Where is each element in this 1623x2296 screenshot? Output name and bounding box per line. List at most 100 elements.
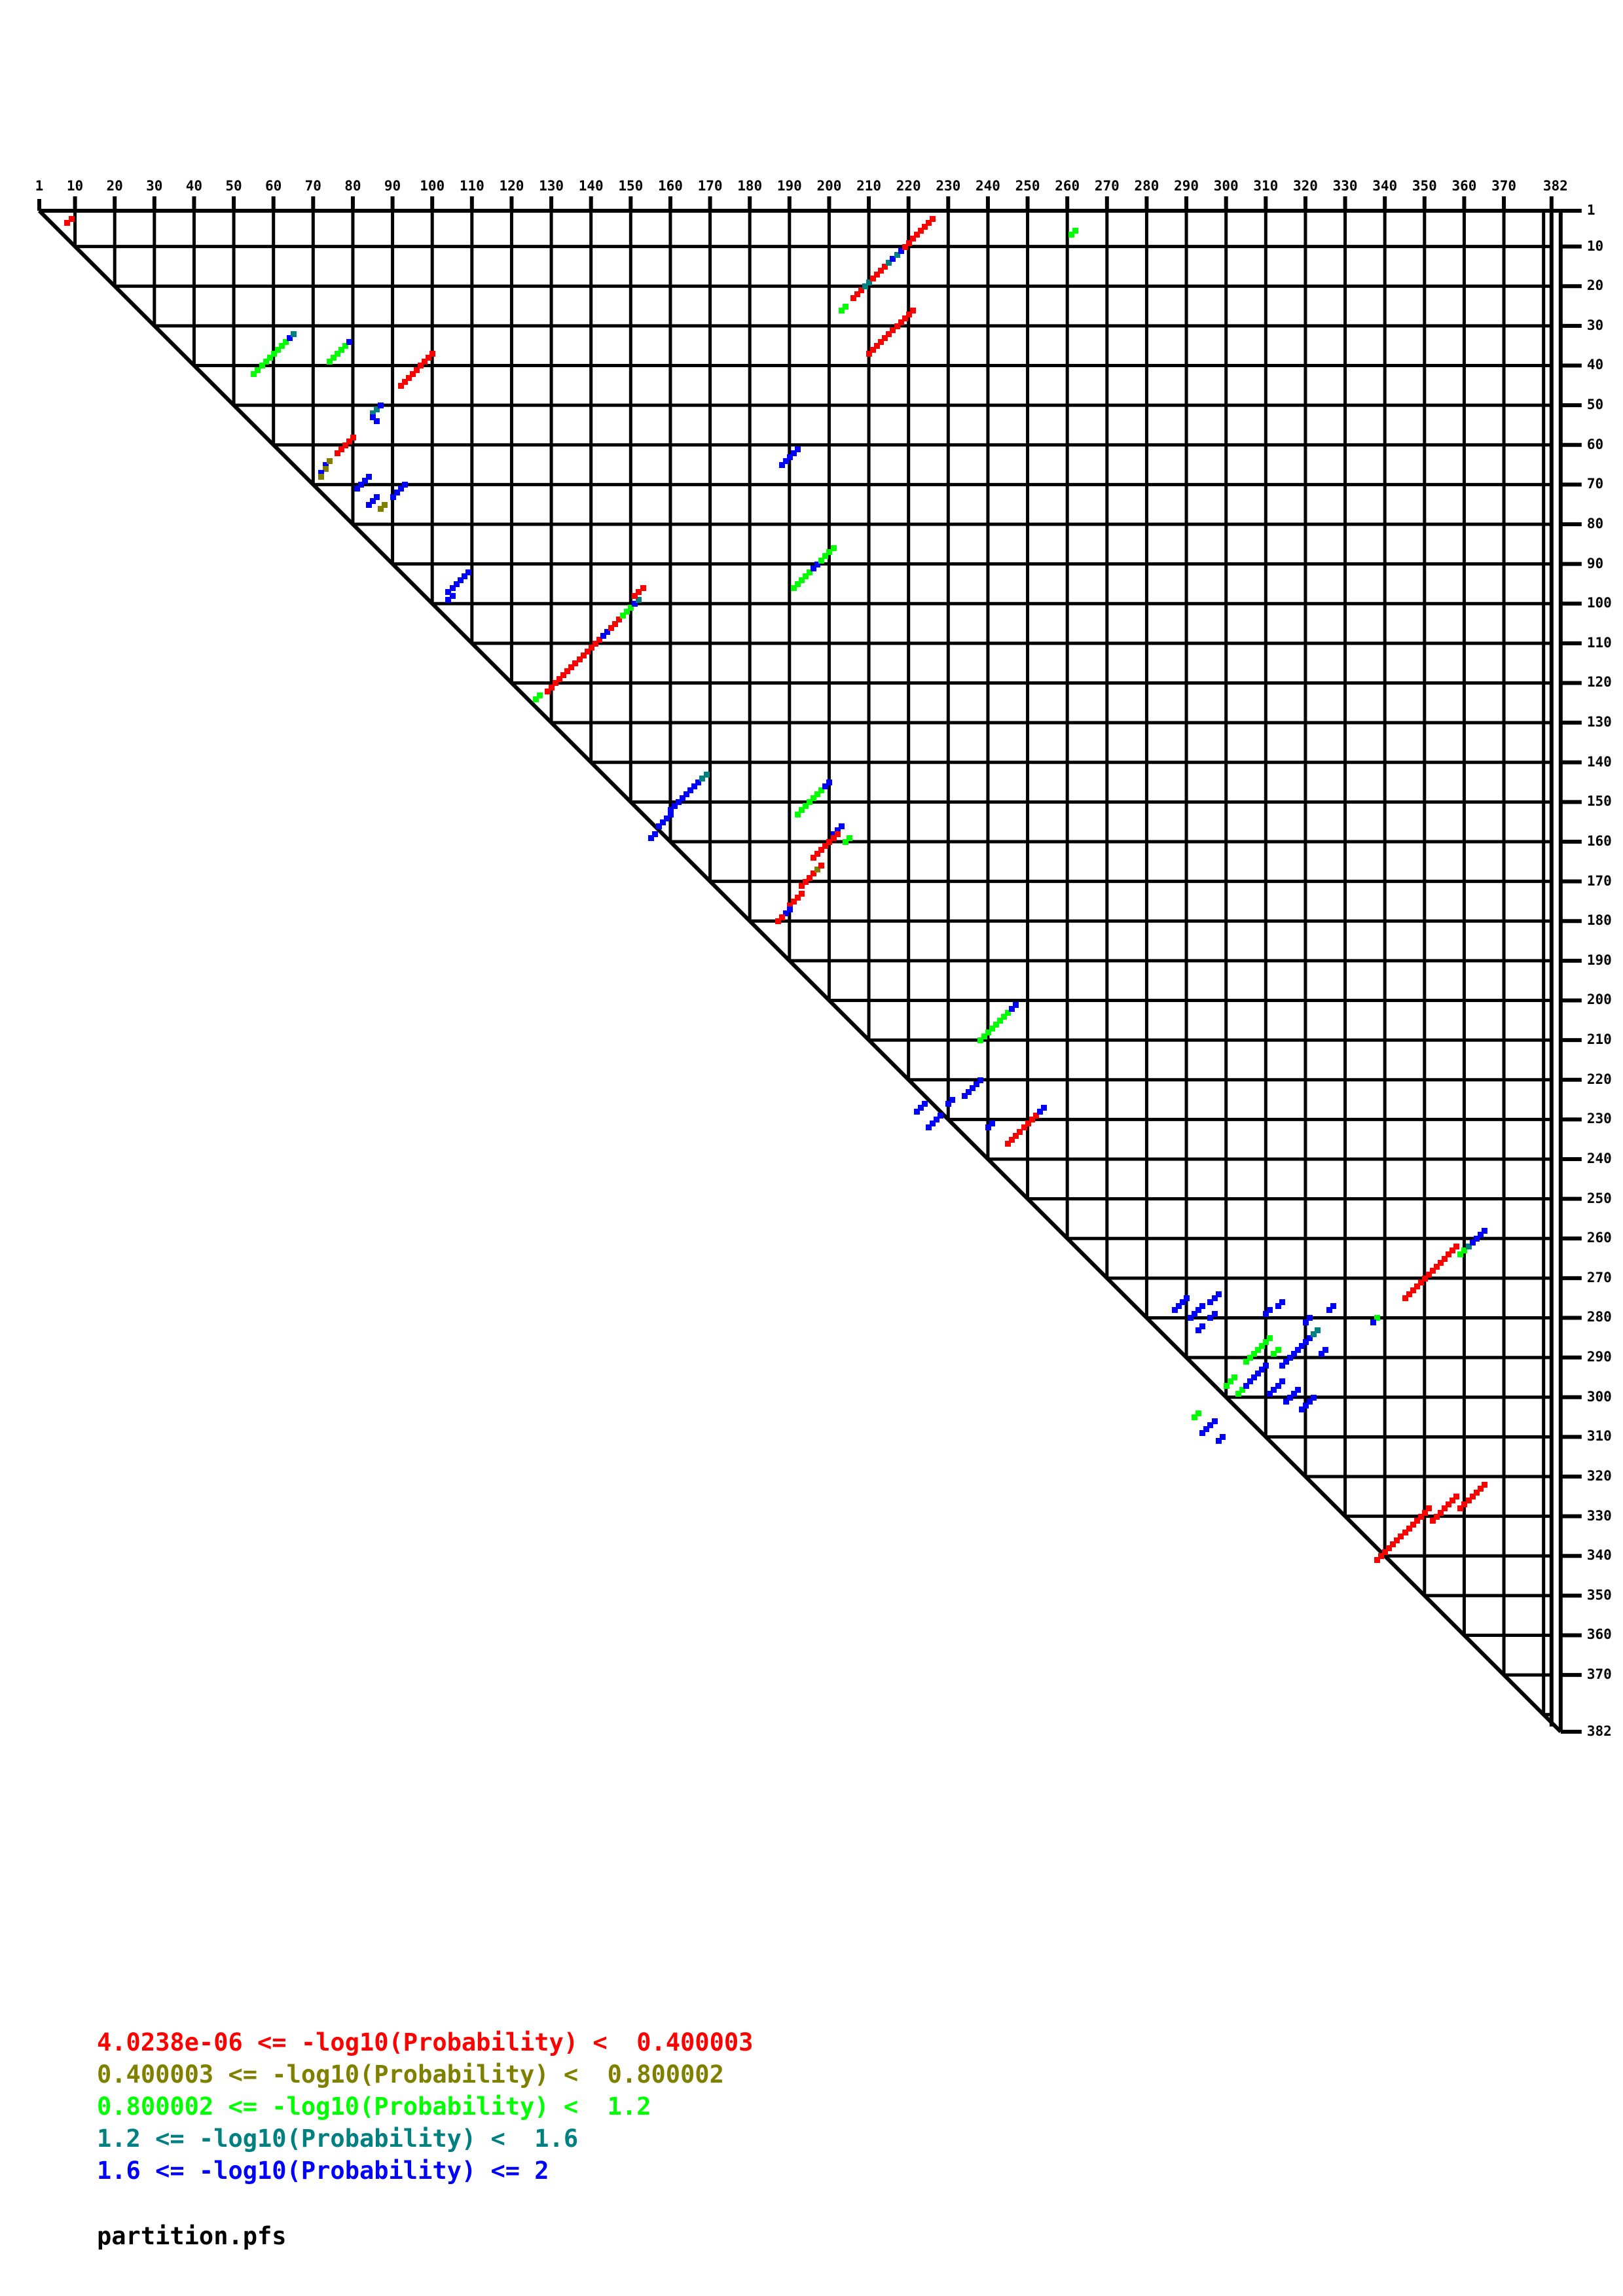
base-pair-dot [834, 831, 841, 837]
legend-entry-bin-2: 0.400003 <= -log10(Probability) < 0.8000… [97, 2060, 724, 2089]
y-tick-label: 280 [1586, 1309, 1612, 1325]
base-pair-dot [1192, 1311, 1198, 1318]
base-pair-dot [894, 323, 900, 329]
base-pair-dot [1302, 1402, 1309, 1408]
base-pair-dot [401, 482, 408, 488]
y-tick-label: 20 [1586, 278, 1604, 294]
base-pair-dot [545, 688, 551, 694]
base-pair-dot [1307, 1315, 1313, 1321]
base-pair-dot [1394, 1537, 1400, 1543]
base-pair-dot [453, 581, 460, 587]
base-pair-dot [608, 624, 614, 631]
base-pair-dot [1207, 1315, 1214, 1321]
base-pair-dot [553, 680, 559, 687]
base-pair-dot [1315, 1327, 1321, 1333]
base-pair-dot [1473, 1236, 1480, 1242]
base-pair-dot [1410, 1521, 1416, 1528]
base-pair-dot [1425, 1505, 1432, 1512]
legend-entry-bin-4: 1.2 <= -log10(Probability) < 1.6 [97, 2125, 579, 2153]
base-pair-dot [1429, 1517, 1436, 1524]
base-pair-dot [362, 478, 369, 484]
base-pair-dot [549, 684, 555, 691]
base-pair-dot [807, 799, 813, 806]
base-pair-dot [1413, 1283, 1420, 1289]
base-pair-dot [1294, 1386, 1301, 1393]
base-pair-dot [68, 216, 75, 223]
base-pair-dot [989, 1121, 995, 1127]
base-pair-dot [965, 1088, 972, 1095]
base-pair-dot [572, 660, 579, 667]
x-tick-label: 250 [1015, 178, 1040, 194]
x-tick-label: 320 [1292, 178, 1318, 194]
base-pair-dot [374, 493, 380, 500]
base-pair-dot [782, 910, 789, 917]
base-pair-dot [624, 609, 630, 615]
y-tick-label: 360 [1586, 1626, 1612, 1643]
x-tick-label: 130 [539, 178, 564, 194]
base-pair-dot [778, 914, 785, 921]
x-tick-label: 280 [1134, 178, 1159, 194]
base-pair-dot [1453, 1494, 1460, 1500]
y-tick-label: 130 [1586, 714, 1612, 730]
y-tick-label: 220 [1586, 1071, 1612, 1087]
base-pair-dot [397, 486, 404, 492]
base-pair-dot [1457, 1505, 1464, 1512]
base-pair-dot [1425, 1271, 1432, 1278]
base-pair-dot [1453, 1244, 1460, 1250]
base-pair-dot [655, 823, 662, 829]
base-pair-dot [326, 359, 333, 365]
base-pair-dot [330, 355, 337, 361]
base-pair-dot [1302, 1319, 1309, 1325]
base-pair-dot [786, 454, 793, 460]
base-pair-dot [266, 355, 273, 361]
base-pair-dot [1286, 1394, 1293, 1401]
base-pair-dot [1207, 1299, 1214, 1306]
base-pair-dot [259, 363, 265, 369]
base-pair-dot [397, 382, 404, 389]
base-pair-dot [814, 851, 821, 857]
grid-and-axes [37, 196, 1582, 1734]
base-pair-dot [691, 783, 698, 790]
base-pair-dot [786, 902, 793, 908]
base-pair-dot [1211, 1311, 1218, 1318]
base-pair-dot [378, 403, 384, 409]
base-pair-dot [596, 636, 602, 643]
base-pair-dot [1271, 1351, 1277, 1357]
base-pair-dot [1402, 1529, 1408, 1535]
x-tick-label: 160 [657, 178, 683, 194]
y-tick-label: 180 [1586, 912, 1612, 929]
legend-entry-bin-1: 4.0238e-06 <= -log10(Probability) < 0.40… [97, 2028, 754, 2056]
x-tick-label: 50 [225, 178, 242, 194]
y-tick-label: 382 [1586, 1723, 1612, 1739]
x-tick-label: 220 [896, 178, 921, 194]
base-pair-dot [790, 584, 797, 591]
base-pair-dot [568, 664, 575, 671]
base-pair-dot [818, 847, 825, 853]
base-pair-dot [909, 307, 916, 314]
base-pair-dot [1283, 1359, 1289, 1365]
base-pair-dot [612, 620, 619, 627]
base-pair-dot [1410, 1287, 1416, 1293]
base-pair-dot [350, 434, 356, 440]
base-pair-dot [814, 867, 821, 873]
base-pair-dot [1469, 1494, 1476, 1500]
base-pair-dot [926, 220, 932, 226]
base-pair-dot [1032, 1113, 1039, 1119]
base-pair-dot [902, 243, 908, 250]
base-pair-dot [1017, 1128, 1023, 1135]
base-pair-dot [1036, 1109, 1043, 1115]
base-pair-dot [1319, 1351, 1325, 1357]
base-pair-dot [255, 367, 261, 373]
base-pair-dot [1009, 1005, 1015, 1012]
x-tick-label: 1 [35, 178, 44, 194]
base-pair-dot [854, 291, 860, 298]
x-tick-label: 20 [106, 178, 123, 194]
base-pair-dot [342, 343, 348, 350]
base-pair-dot [1199, 1323, 1206, 1329]
base-pair-dot [1374, 1315, 1381, 1321]
base-pair-dot [322, 466, 329, 473]
base-pair-dot [318, 470, 325, 476]
y-tick-label: 1 [1586, 202, 1596, 218]
x-tick-label: 300 [1213, 178, 1239, 194]
base-pair-dot [1434, 1513, 1440, 1520]
